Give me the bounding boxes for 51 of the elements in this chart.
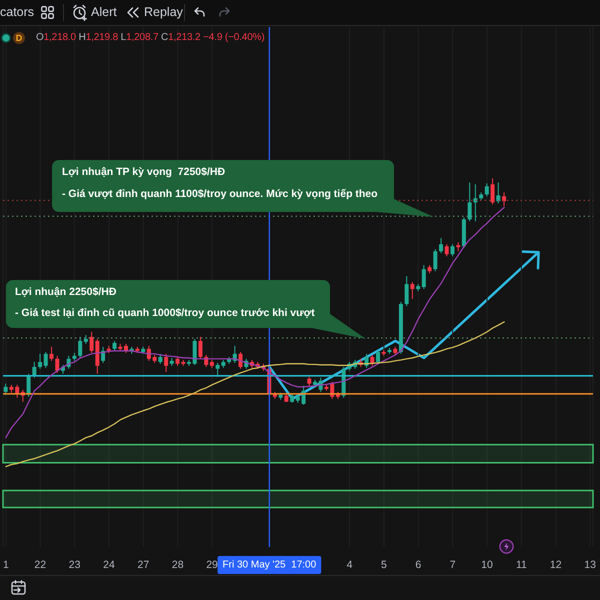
text: Alert — [91, 4, 117, 20]
candlestick — [450, 244, 454, 257]
text: Replay — [144, 4, 183, 20]
candlestick — [90, 331, 94, 354]
x-tick-label: 12 — [550, 559, 562, 571]
x-tick-label: 4 — [346, 559, 353, 571]
x-tick-label: 5 — [381, 559, 387, 571]
candlestick — [404, 276, 409, 307]
candlestick — [32, 361, 36, 378]
x-tick-label: 6 — [415, 559, 422, 571]
x-tick-label: 22 — [34, 559, 46, 571]
x-tick-label: Fri 30 May '25 17:00 — [222, 560, 317, 570]
candlestick — [439, 238, 444, 254]
annotation: Lợi nhuận 2250$/HĐ - Giá test lại đỉnh cũ quanh 1000$/troy ounce trước khi vượt — [15, 285, 315, 320]
candlestick — [158, 353, 162, 364]
candlestick — [216, 362, 220, 378]
annotation: Lợi nhuận TP kỳ vọng 7250$/HĐ - Giá vượt đỉnh quanh 1100$/troy ounce. Mức kỳ vọng tiếp theo — [62, 165, 378, 201]
candlestick — [50, 346, 54, 362]
x-tick-label: 29 — [206, 559, 218, 571]
x-tick-label: 11 — [516, 559, 528, 571]
candlestick — [55, 355, 60, 374]
candlestick — [496, 182, 500, 204]
candlestick — [502, 192, 506, 207]
text: O1,218.0 H1,219.8 L1,208.7 C1,213.2 −4.9 (−0.40%) — [36, 32, 265, 43]
candlestick — [433, 248, 438, 272]
candlestick — [4, 383, 8, 396]
candlestick — [484, 182, 489, 197]
candlestick — [376, 349, 380, 364]
candlestick — [422, 264, 426, 290]
x-tick-label: 28 — [172, 559, 184, 571]
x-tick-label: 27 — [137, 559, 150, 571]
x-tick-label: 24 — [103, 559, 115, 571]
candlestick — [78, 336, 82, 358]
candlestick — [468, 182, 472, 222]
candlestick — [38, 353, 42, 370]
candlestick — [44, 352, 48, 368]
x-tick-label: 10 — [481, 559, 494, 571]
text: cators — [0, 4, 34, 20]
candlestick — [198, 336, 202, 360]
candlestick — [164, 353, 168, 372]
candlestick — [456, 242, 460, 252]
x-tick-label: 23 — [68, 559, 81, 571]
candlestick — [444, 244, 449, 257]
candlestick — [410, 282, 414, 300]
candlestick — [490, 178, 495, 205]
x-tick-label: 1 — [2, 559, 9, 571]
x-tick-label: 13 — [584, 559, 596, 571]
x-tick-label: 7 — [450, 559, 456, 571]
candlestick — [112, 340, 117, 352]
candlestick — [307, 376, 312, 388]
badge: D — [13, 32, 25, 44]
